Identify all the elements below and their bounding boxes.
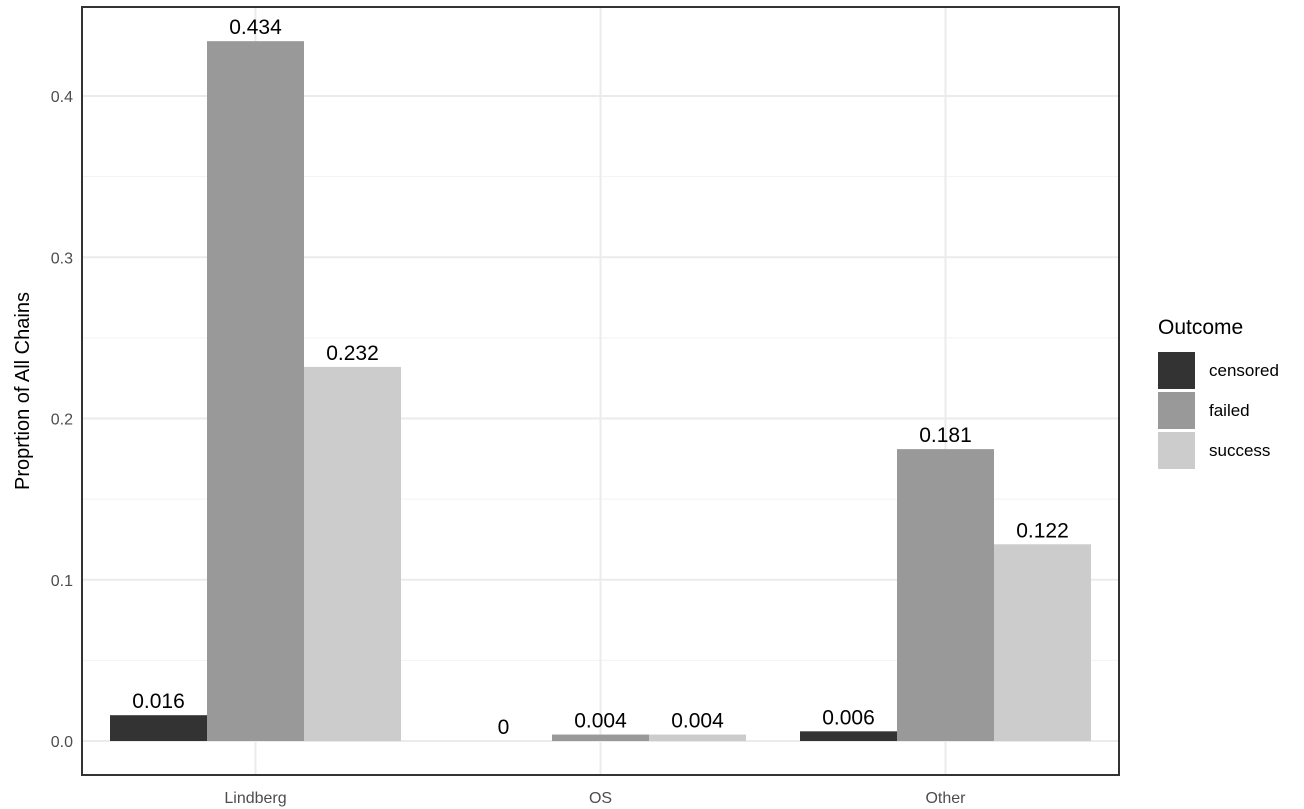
data-label: 0.434 — [229, 16, 282, 39]
bar-lindberg-success — [304, 366, 401, 741]
bar-other-failed — [897, 449, 994, 741]
legend-label-censored: censored — [1209, 361, 1279, 380]
x-tick-label: Other — [925, 790, 966, 807]
data-label: 0.006 — [822, 706, 875, 729]
panel-border — [81, 6, 1120, 776]
legend-title: Outcome — [1158, 316, 1243, 339]
data-label: 0.122 — [1016, 519, 1069, 542]
legend-key-censored — [1158, 352, 1195, 389]
y-tick-label: 0.0 — [51, 734, 73, 751]
legend-label-success: success — [1209, 441, 1270, 460]
y-tick-label: 0.3 — [51, 250, 73, 267]
data-labels: 0.016 0.434 0.232 0 0.004 0.004 0.006 0.181 0.12… — [132, 16, 1069, 739]
data-label: 0.004 — [574, 710, 627, 733]
data-label: 0.181 — [919, 424, 972, 447]
legend: Outcome censored failed success — [1158, 316, 1279, 469]
data-label: 0.016 — [132, 690, 185, 713]
y-tick-label: 0.4 — [51, 89, 73, 106]
bar-other-success — [994, 544, 1091, 741]
legend-label-failed: failed — [1209, 401, 1250, 420]
y-tick-label: 0.2 — [51, 412, 73, 429]
bar-other-censored — [800, 731, 897, 741]
y-axis: 0.0 0.1 0.2 0.3 0.4 — [51, 89, 73, 751]
bar-lindberg-censored — [110, 715, 207, 741]
bar-os-failed — [552, 734, 649, 741]
x-tick-label: OS — [589, 790, 612, 807]
y-axis-title: Proprtion of All Chains — [12, 292, 34, 490]
x-axis: Lindberg OS Other — [224, 790, 966, 807]
legend-key-success — [1158, 432, 1195, 469]
bar-os-success — [649, 734, 746, 741]
x-tick-label: Lindberg — [224, 790, 286, 807]
bar-lindberg-failed — [207, 41, 304, 742]
data-label: 0 — [498, 716, 510, 739]
data-label: 0.232 — [326, 342, 379, 365]
data-label: 0.004 — [671, 710, 724, 733]
legend-key-failed — [1158, 392, 1195, 429]
bars — [110, 41, 1091, 742]
y-tick-label: 0.1 — [51, 573, 73, 590]
